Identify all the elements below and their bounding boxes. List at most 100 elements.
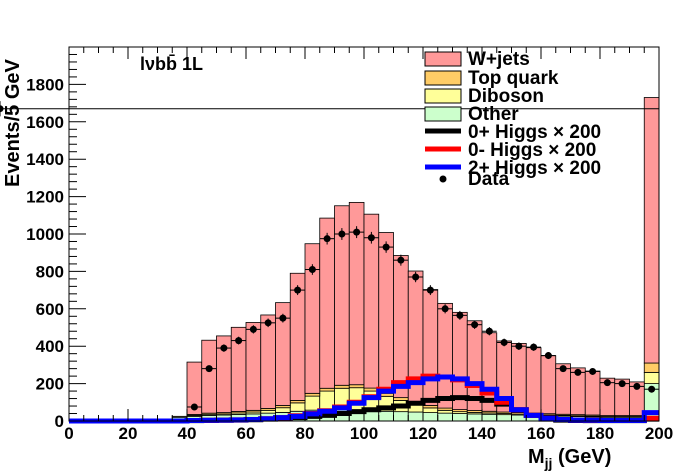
- bar-diboson: [304, 395, 321, 411]
- legend-swatch-top-quark: [424, 70, 462, 86]
- x-tick-label: 40: [178, 424, 197, 443]
- legend-item-other: Other: [424, 104, 519, 125]
- data-point: [264, 319, 272, 327]
- data-points: [0, 101, 659, 411]
- y-tick-label: 1400: [26, 150, 64, 169]
- data-point: [323, 235, 331, 243]
- data-point: [249, 325, 257, 333]
- bar-top-quark: [348, 384, 365, 389]
- x-tick-label: 180: [586, 424, 614, 443]
- data-point: [456, 311, 464, 319]
- bar-diboson: [275, 407, 291, 413]
- x-tick-label: 80: [296, 424, 315, 443]
- legend-item-data: Data: [439, 169, 510, 190]
- x-tick-label: 200: [645, 424, 673, 443]
- data-point: [500, 338, 508, 346]
- bar-diboson: [643, 371, 660, 385]
- data-point: [530, 343, 538, 351]
- data-point: [603, 379, 611, 387]
- legend-swatch-other: [424, 106, 462, 122]
- bar-other: [452, 413, 468, 422]
- bar-diboson: [437, 409, 453, 414]
- data-point: [205, 365, 213, 373]
- y-axis-title: Events/5 GeV: [2, 58, 24, 187]
- bar-w-jets: [643, 97, 660, 364]
- legend-item-2plus-higgs: 2+ Higgs × 200: [425, 158, 601, 179]
- x-tick-label: 140: [468, 424, 496, 443]
- data-point: [367, 234, 375, 242]
- bar-w-jets: [452, 311, 468, 410]
- legend-swatch-diboson: [424, 88, 462, 104]
- data-point: [589, 367, 597, 375]
- data-point: [279, 314, 287, 322]
- x-tick-label: 20: [119, 424, 138, 443]
- legend: W+jets Top quark Diboson Other 0+ Higgs …: [424, 49, 601, 190]
- bar-top-quark: [334, 384, 350, 389]
- legend-label-top-quark: Top quark: [468, 68, 559, 89]
- data-point: [353, 228, 361, 236]
- legend-label-wjets: W+jets: [468, 49, 530, 70]
- data-point: [618, 380, 626, 388]
- legend-label-2plus-higgs: 2+ Higgs × 200: [468, 158, 601, 179]
- bar-other: [481, 413, 498, 422]
- legend-swatch-wjets: [424, 51, 462, 67]
- data-point: [294, 286, 302, 294]
- data-point: [559, 365, 567, 373]
- data-point: [471, 321, 479, 329]
- data-point: [235, 337, 243, 345]
- bar-w-jets: [525, 347, 542, 414]
- bar-top-quark: [393, 397, 409, 401]
- bar-diboson: [171, 415, 188, 418]
- data-point: [190, 403, 198, 411]
- data-point: [426, 286, 434, 294]
- y-tick-label: 1200: [26, 188, 64, 207]
- bar-w-jets: [422, 289, 439, 406]
- stack-w-jets: [186, 97, 660, 416]
- data-point: [633, 382, 641, 390]
- data-point: [441, 305, 449, 313]
- data-point: [544, 352, 552, 360]
- bar-w-jets: [245, 322, 262, 411]
- plot-area: 0 20 40 60 80 100 120 140 160 180 200 0 200 400 600 800…: [0, 46, 673, 443]
- legend-item-top-quark: Top quark: [424, 68, 559, 89]
- y-tick-label: 1600: [26, 113, 64, 132]
- y-tick-label: 1000: [26, 225, 64, 244]
- bar-w-jets: [378, 232, 394, 394]
- data-point: [574, 368, 582, 376]
- bar-w-jets: [629, 381, 645, 416]
- bar-other: [496, 414, 512, 422]
- data-point: [515, 342, 523, 350]
- data-point: [485, 327, 493, 335]
- bar-other: [422, 412, 439, 422]
- axis-ticks: 0 20 40 60 80 100 120 140 160 180 200 0 200 400 600 800…: [26, 46, 673, 443]
- x-tick-label: 60: [237, 424, 256, 443]
- bar-other: [466, 413, 483, 422]
- x-tick-label: 0: [64, 424, 73, 443]
- bar-w-jets: [201, 339, 217, 414]
- bar-diboson: [289, 402, 306, 412]
- y-tick-label: 1800: [26, 75, 64, 94]
- legend-item-0plus-higgs: 0+ Higgs × 200: [425, 122, 601, 143]
- legend-label-data: Data: [468, 169, 510, 190]
- legend-item-wjets: W+jets: [424, 49, 530, 70]
- data-point: [308, 266, 316, 274]
- bar-w-jets: [393, 255, 409, 399]
- bar-diboson: [422, 407, 439, 413]
- data-point: [648, 385, 656, 393]
- x-axis-title: Mjj (GeV): [528, 446, 611, 471]
- y-tick-label: 0: [55, 412, 64, 431]
- data-point: [220, 344, 228, 352]
- bar-w-jets: [540, 355, 557, 415]
- y-tick-label: 200: [36, 375, 64, 394]
- data-point: [338, 230, 346, 238]
- data-point: [0, 105, 4, 113]
- legend-label-0plus-higgs: 0+ Higgs × 200: [468, 122, 601, 143]
- bar-other: [437, 412, 453, 422]
- legend-label-other: Other: [468, 104, 519, 125]
- bar-w-jets: [260, 314, 276, 409]
- bar-other: [378, 410, 394, 422]
- bar-w-jets: [584, 370, 601, 416]
- x-tick-label: 100: [350, 424, 378, 443]
- x-tick-label: 120: [409, 424, 437, 443]
